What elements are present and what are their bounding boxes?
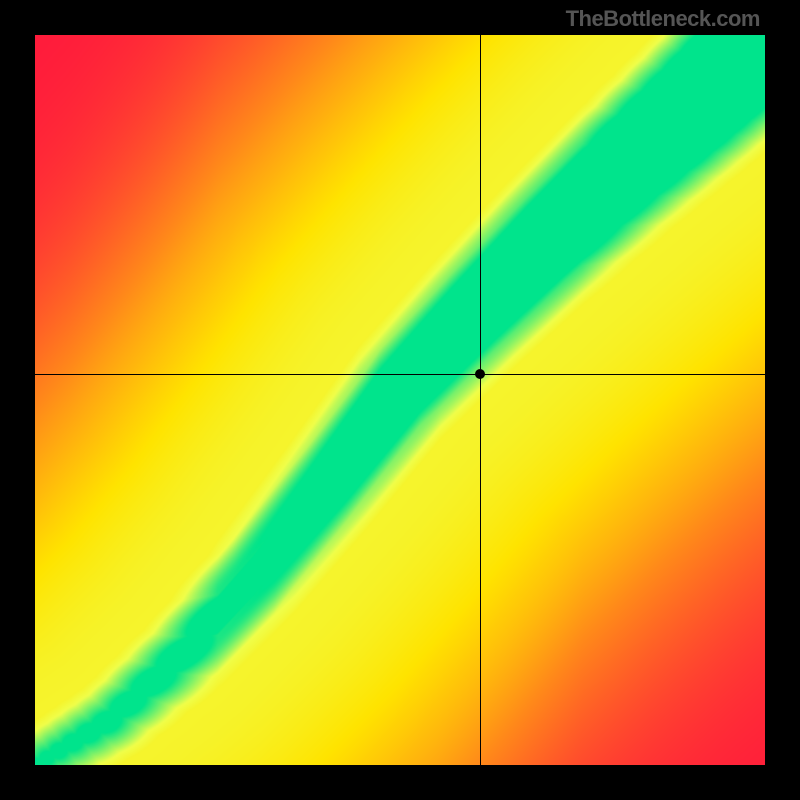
data-point-marker xyxy=(475,369,485,379)
crosshair-vertical xyxy=(480,35,481,765)
heatmap-canvas xyxy=(35,35,765,765)
crosshair-horizontal xyxy=(35,374,765,375)
watermark-text: TheBottleneck.com xyxy=(566,6,760,32)
heatmap-chart xyxy=(35,35,765,765)
